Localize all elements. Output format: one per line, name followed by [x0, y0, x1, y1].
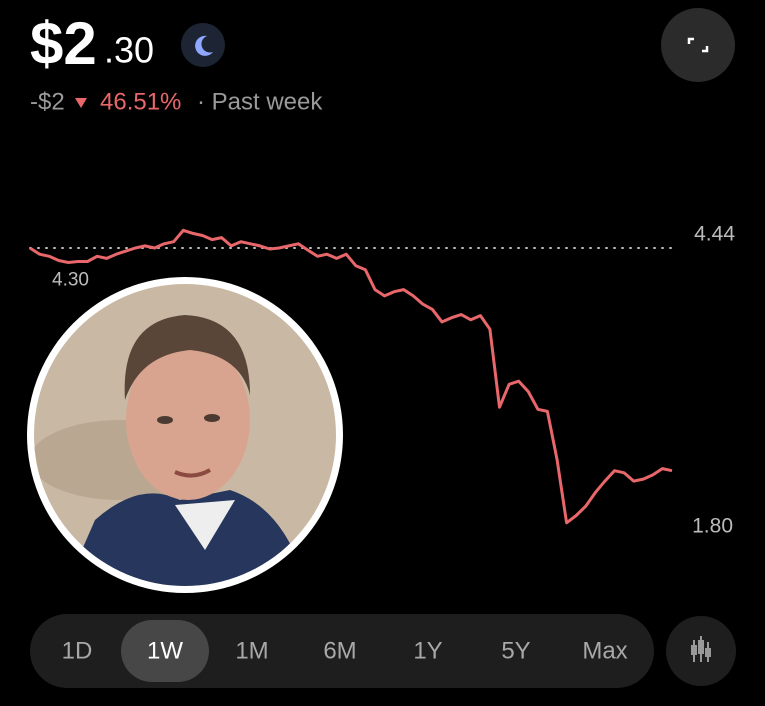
range-option[interactable]: Max — [582, 637, 627, 664]
min-label: 1.80 — [692, 514, 733, 537]
range-option[interactable]: 1W — [147, 637, 183, 664]
price-line — [29, 228, 673, 525]
down-arrow — [75, 98, 87, 108]
range-option[interactable]: 5Y — [501, 637, 530, 664]
price-cents: .30 — [104, 30, 154, 71]
expand-button[interactable] — [661, 8, 735, 82]
range-option[interactable]: 1D — [62, 637, 93, 664]
range-option[interactable]: 6M — [323, 637, 356, 664]
period: · Past week — [197, 88, 323, 115]
range-option[interactable]: 1M — [235, 637, 268, 664]
reference-label: 4.44 — [694, 223, 735, 246]
range-selector: 1D 1W 1M 6M 1Y 5Y Max — [62, 620, 628, 682]
change-percent: 46.51% — [100, 88, 181, 115]
price-chart: 4.44 4.30 1.80 — [29, 223, 735, 537]
price-whole: $2 — [30, 10, 97, 77]
low-label: 4.30 — [52, 270, 89, 291]
range-option[interactable]: 1Y — [413, 637, 442, 664]
range-selected — [121, 620, 209, 682]
avatar-photo — [27, 277, 343, 593]
after-hours-icon — [181, 23, 225, 67]
change-amount: -$2 — [30, 88, 65, 115]
candlestick-button[interactable] — [666, 616, 736, 686]
